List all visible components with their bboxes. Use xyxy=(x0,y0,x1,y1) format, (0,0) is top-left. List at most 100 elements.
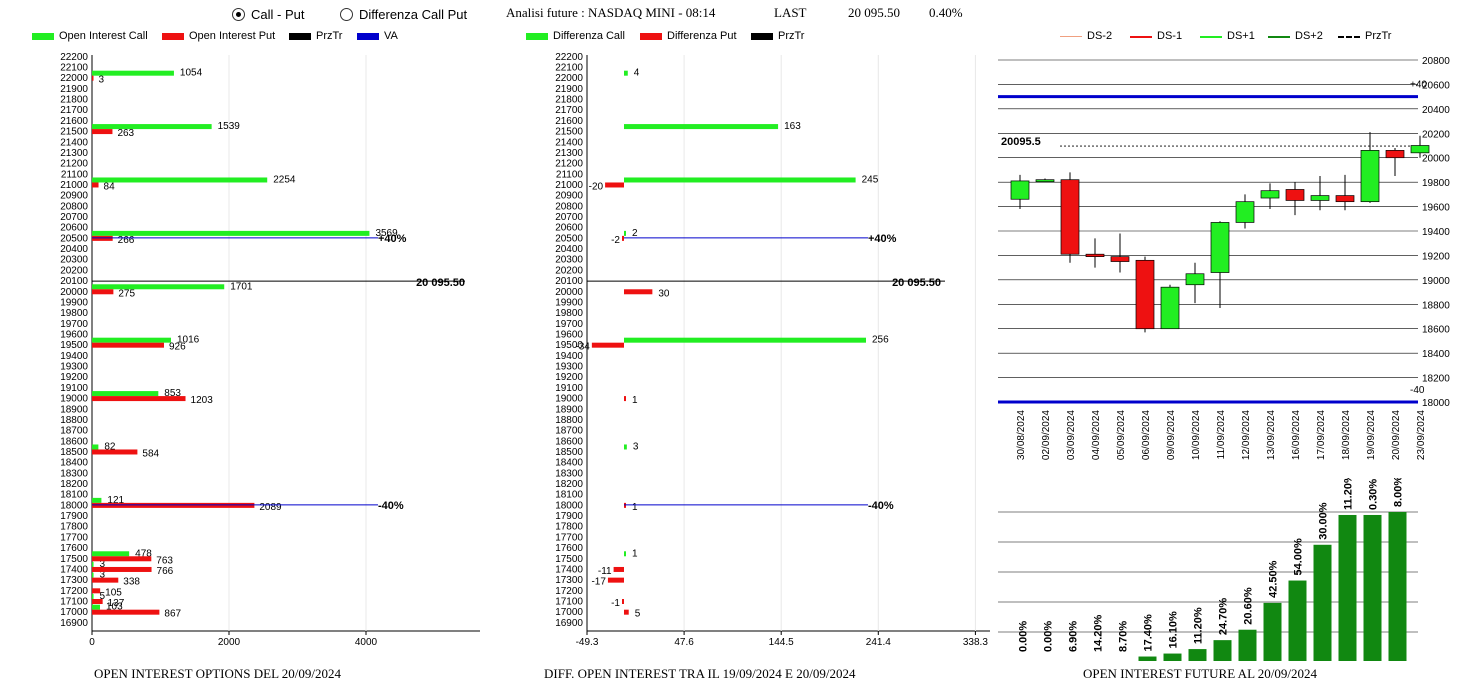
y-tick-label: 19200 xyxy=(555,372,583,383)
y-tick-label: 18100 xyxy=(60,490,88,501)
y-tick-label: 17000 xyxy=(555,607,583,618)
put-bar xyxy=(591,342,624,348)
y-tick-label: 17600 xyxy=(60,543,88,554)
call-bar xyxy=(92,124,212,130)
put-bar-label: 105 xyxy=(105,587,122,598)
va-lower-label: -40% xyxy=(378,500,404,512)
y-tick-label: 18300 xyxy=(60,468,88,479)
x-tick-label: 4000 xyxy=(355,637,378,648)
legend-label-prztr: PrzTr xyxy=(316,30,343,42)
put-bar xyxy=(624,289,653,295)
y-tick-label: 18800 xyxy=(1422,300,1450,311)
y-tick-label: 21800 xyxy=(555,95,583,106)
put-bar xyxy=(92,449,138,455)
call-bar xyxy=(92,497,102,503)
call-bar xyxy=(624,444,627,450)
y-tick-label: 19500 xyxy=(555,340,583,351)
y-tick-label: 19600 xyxy=(1422,203,1450,214)
y-tick-label: 20500 xyxy=(555,233,583,244)
y-tick-label: 19800 xyxy=(555,308,583,319)
date-label: 06/09/2024 xyxy=(1141,410,1152,460)
put-bar xyxy=(622,235,624,241)
call-bar xyxy=(92,551,130,557)
future-bar xyxy=(1338,514,1357,661)
date-label: 13/09/2024 xyxy=(1266,410,1277,460)
y-tick-label: 18200 xyxy=(555,479,583,490)
y-tick-label: 19900 xyxy=(555,297,583,308)
y-tick-label: 17100 xyxy=(555,597,583,608)
candle-body xyxy=(1010,180,1030,200)
y-tick-label: 21000 xyxy=(555,180,583,191)
y-tick-label: 18900 xyxy=(555,404,583,415)
put-bar xyxy=(92,75,94,81)
y-tick-label: 21600 xyxy=(60,116,88,127)
header-bar: Call - Put Differenza Call Put Analisi f… xyxy=(0,0,1458,28)
y-tick-label: 18000 xyxy=(1422,398,1450,409)
y-tick-label: 20300 xyxy=(555,255,583,266)
y-tick-label: 19500 xyxy=(60,340,88,351)
y-tick-label: 20300 xyxy=(60,255,88,266)
call-bar-label: 853 xyxy=(164,388,181,399)
call-bar xyxy=(92,337,171,343)
call-bar xyxy=(624,337,866,343)
y-tick-label: 20900 xyxy=(555,191,583,202)
y-tick-label: 20400 xyxy=(555,244,583,255)
future-bar xyxy=(1188,649,1207,661)
y-tick-label: 21700 xyxy=(60,105,88,116)
date-label: 02/09/2024 xyxy=(1041,410,1052,460)
call-bar xyxy=(624,124,779,130)
y-tick-label: 21500 xyxy=(555,127,583,138)
candle-body xyxy=(1210,222,1230,273)
future-bar-label: 8.00% xyxy=(1393,478,1405,507)
call-bar-label: 3 xyxy=(100,559,106,570)
x-tick-label: -49.3 xyxy=(576,637,599,648)
y-tick-label: 18700 xyxy=(555,426,583,437)
call-bar xyxy=(92,70,174,76)
y-tick-label: 22100 xyxy=(555,63,583,74)
y-tick-label: 17800 xyxy=(60,522,88,533)
future-bar xyxy=(1288,580,1307,661)
future-bar-label: 17.40% xyxy=(1143,614,1155,652)
x-tick-label: 0 xyxy=(89,637,95,648)
future-bar-label: 11.20% xyxy=(1343,478,1355,510)
future-bar-label: 11.20% xyxy=(1193,607,1205,644)
date-label: 09/09/2024 xyxy=(1166,410,1177,460)
radio-call-put[interactable]: Call - Put xyxy=(232,6,304,22)
call-bar xyxy=(92,284,225,290)
y-tick-label: 20100 xyxy=(60,276,88,287)
y-tick-label: 18000 xyxy=(60,500,88,511)
put-bar-label: 263 xyxy=(117,128,134,139)
y-tick-label: 20600 xyxy=(1422,80,1450,91)
call-bar-label: 256 xyxy=(872,335,889,346)
future-bar xyxy=(1313,544,1332,661)
put-bar-label: 763 xyxy=(156,555,173,566)
y-tick-label: 17500 xyxy=(60,554,88,565)
y-tick-label: 22100 xyxy=(60,63,88,74)
date-label: 03/09/2024 xyxy=(1066,410,1077,460)
date-label: 17/09/2024 xyxy=(1316,410,1327,460)
put-bar xyxy=(624,396,626,402)
put-bar-label: 2089 xyxy=(259,502,282,513)
call-bar xyxy=(92,594,94,599)
legend-label-ds-2: DS-2 xyxy=(1087,30,1113,42)
put-bar-label: 84 xyxy=(104,181,116,192)
put-bar xyxy=(92,599,103,604)
y-tick-label: 19700 xyxy=(60,319,88,330)
call-bar xyxy=(92,561,94,567)
future-bar xyxy=(1213,640,1232,661)
future-bar-label: 42.50% xyxy=(1268,560,1280,598)
y-tick-label: 19700 xyxy=(555,319,583,330)
future-bar-label: 8.70% xyxy=(1118,621,1130,652)
date-label: 30/08/2024 xyxy=(1016,410,1027,460)
open-interest-options-chart: 0 2000 40002220022100220002190021800217002… xyxy=(60,52,480,648)
put-bar-label: -2 xyxy=(611,235,620,246)
last-value: 20 095.50 xyxy=(848,5,900,20)
y-tick-label: 21300 xyxy=(555,148,583,159)
y-tick-label: 17100 xyxy=(60,597,88,608)
radio-diff[interactable]: Differenza Call Put xyxy=(340,6,467,22)
y-tick-label: 21800 xyxy=(60,95,88,106)
candle-body xyxy=(1160,286,1180,330)
put-bar xyxy=(622,599,624,604)
y-tick-label: 19600 xyxy=(60,330,88,341)
y-tick-label: 22000 xyxy=(60,73,88,84)
